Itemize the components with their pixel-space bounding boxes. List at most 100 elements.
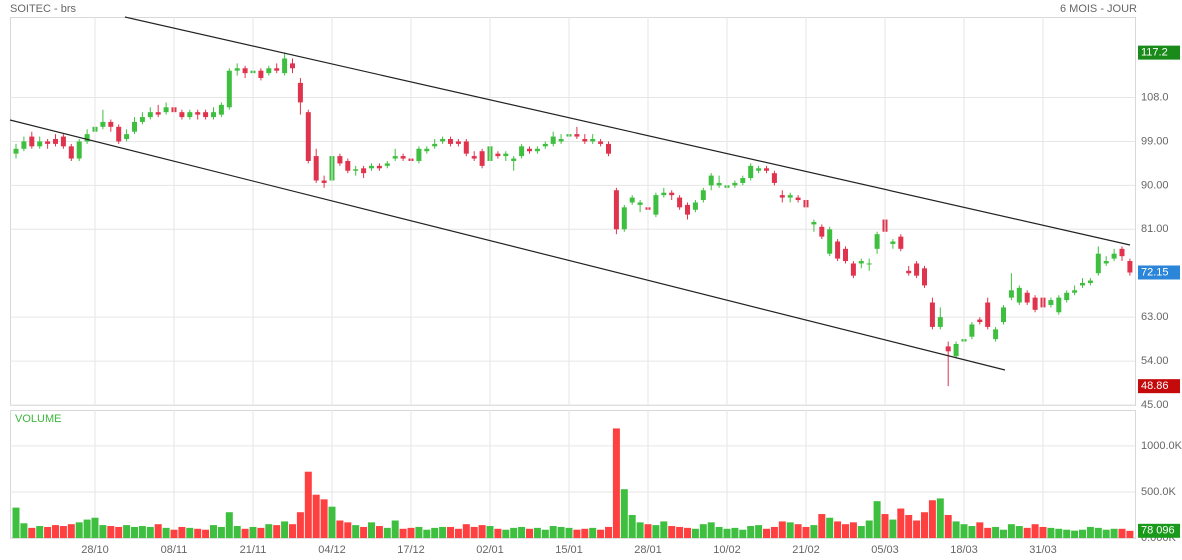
volume-bar xyxy=(494,528,502,538)
volume-bar xyxy=(668,526,676,538)
volume-bar xyxy=(352,525,360,538)
candle-body xyxy=(424,148,430,152)
volume-bar xyxy=(984,527,992,538)
volume-bar xyxy=(328,506,336,538)
y-tick-label: 54.00 xyxy=(1141,355,1169,367)
volume-bar xyxy=(763,528,770,538)
volume-bar xyxy=(857,526,865,538)
candle-body xyxy=(653,195,659,215)
volume-bar xyxy=(75,522,83,538)
candle-body xyxy=(305,112,311,161)
candle-body xyxy=(590,139,596,142)
candle-body xyxy=(53,139,58,144)
candle-body xyxy=(503,153,509,157)
volume-bar xyxy=(83,519,91,538)
volume-bar xyxy=(1000,529,1007,538)
candle-body xyxy=(598,141,604,144)
candle-body xyxy=(977,319,983,323)
candle-body xyxy=(677,197,683,208)
candle-body xyxy=(985,302,991,327)
volume-bar xyxy=(107,526,115,538)
x-tick-label: 31/03 xyxy=(1029,544,1057,556)
volume-bar xyxy=(447,526,454,538)
volume-bar xyxy=(1023,527,1031,538)
candle-body xyxy=(108,121,114,127)
volume-bar xyxy=(518,526,526,538)
candle-body xyxy=(1080,282,1085,286)
volume-bar xyxy=(217,526,225,538)
volume-bar xyxy=(589,527,597,538)
volume-bar xyxy=(399,528,407,538)
candle-body xyxy=(21,141,27,149)
candle-body xyxy=(850,263,856,276)
candle-body xyxy=(84,134,90,142)
candle-body xyxy=(1064,292,1070,301)
candle-body xyxy=(787,195,793,198)
candle-body xyxy=(621,207,627,230)
candle-body xyxy=(495,153,501,157)
candle-body xyxy=(811,221,817,225)
volume-bar xyxy=(36,526,44,538)
candle-body xyxy=(858,261,864,264)
volume-bar xyxy=(304,471,312,538)
candle-body xyxy=(1032,297,1038,310)
x-tick-label: 10/02 xyxy=(713,544,741,556)
candle-body xyxy=(527,148,532,152)
candle-body xyxy=(874,234,880,249)
volume-bar xyxy=(652,525,660,538)
candle-body xyxy=(242,68,248,74)
candle-body xyxy=(732,182,738,186)
volume-bar xyxy=(344,522,352,538)
price-marker-label: 48.86 xyxy=(1141,380,1169,392)
price-marker-label: 117.2 xyxy=(1141,47,1168,59)
volume-bar xyxy=(502,529,510,538)
candle-body xyxy=(756,168,762,171)
candle-body xyxy=(345,160,351,171)
candle-body xyxy=(218,104,224,115)
candle-body xyxy=(1103,261,1109,264)
candle-body xyxy=(898,236,904,249)
volume-bar xyxy=(407,527,415,538)
volume-marker-label: 78 096 xyxy=(1141,525,1175,537)
volume-bar xyxy=(1055,528,1063,538)
volume-bar xyxy=(123,525,131,538)
candle-body xyxy=(147,112,153,118)
volume-bar xyxy=(573,529,581,538)
candle-body xyxy=(313,156,319,181)
candle-body xyxy=(76,141,82,159)
x-tick-label: 04/12 xyxy=(318,544,346,556)
y-tick-label: 1000.0K xyxy=(1141,440,1182,452)
volume-bar xyxy=(423,529,431,538)
candle-body xyxy=(937,317,943,327)
candle-body xyxy=(187,112,193,118)
volume-bar xyxy=(810,525,818,538)
candle-body xyxy=(827,229,833,254)
volume-bar xyxy=(131,526,138,538)
price-marker xyxy=(1138,45,1180,60)
volume-bar xyxy=(1079,529,1086,538)
candle-body xyxy=(384,163,390,166)
volume-bar xyxy=(786,522,794,538)
volume-bar xyxy=(873,501,881,538)
candle-body xyxy=(440,139,446,142)
volume-bar xyxy=(881,514,889,538)
candle-body xyxy=(179,112,185,118)
price-marker xyxy=(1138,379,1180,394)
volume-bar xyxy=(146,526,154,538)
volume-bar xyxy=(889,519,897,538)
volume-bar xyxy=(849,522,857,538)
volume-bar xyxy=(1015,526,1023,538)
candle-body xyxy=(843,248,848,262)
x-tick-label: 28/10 xyxy=(81,544,109,556)
candle-body xyxy=(471,156,477,159)
candle-body xyxy=(68,146,74,159)
candle-body xyxy=(1095,253,1101,274)
volume-bar xyxy=(612,428,620,538)
volume-bar xyxy=(281,521,289,538)
price-marker xyxy=(1138,265,1180,280)
candle-body xyxy=(637,202,643,205)
candle-body xyxy=(479,151,485,166)
candle-body xyxy=(890,241,896,244)
volume-bar xyxy=(20,523,28,538)
